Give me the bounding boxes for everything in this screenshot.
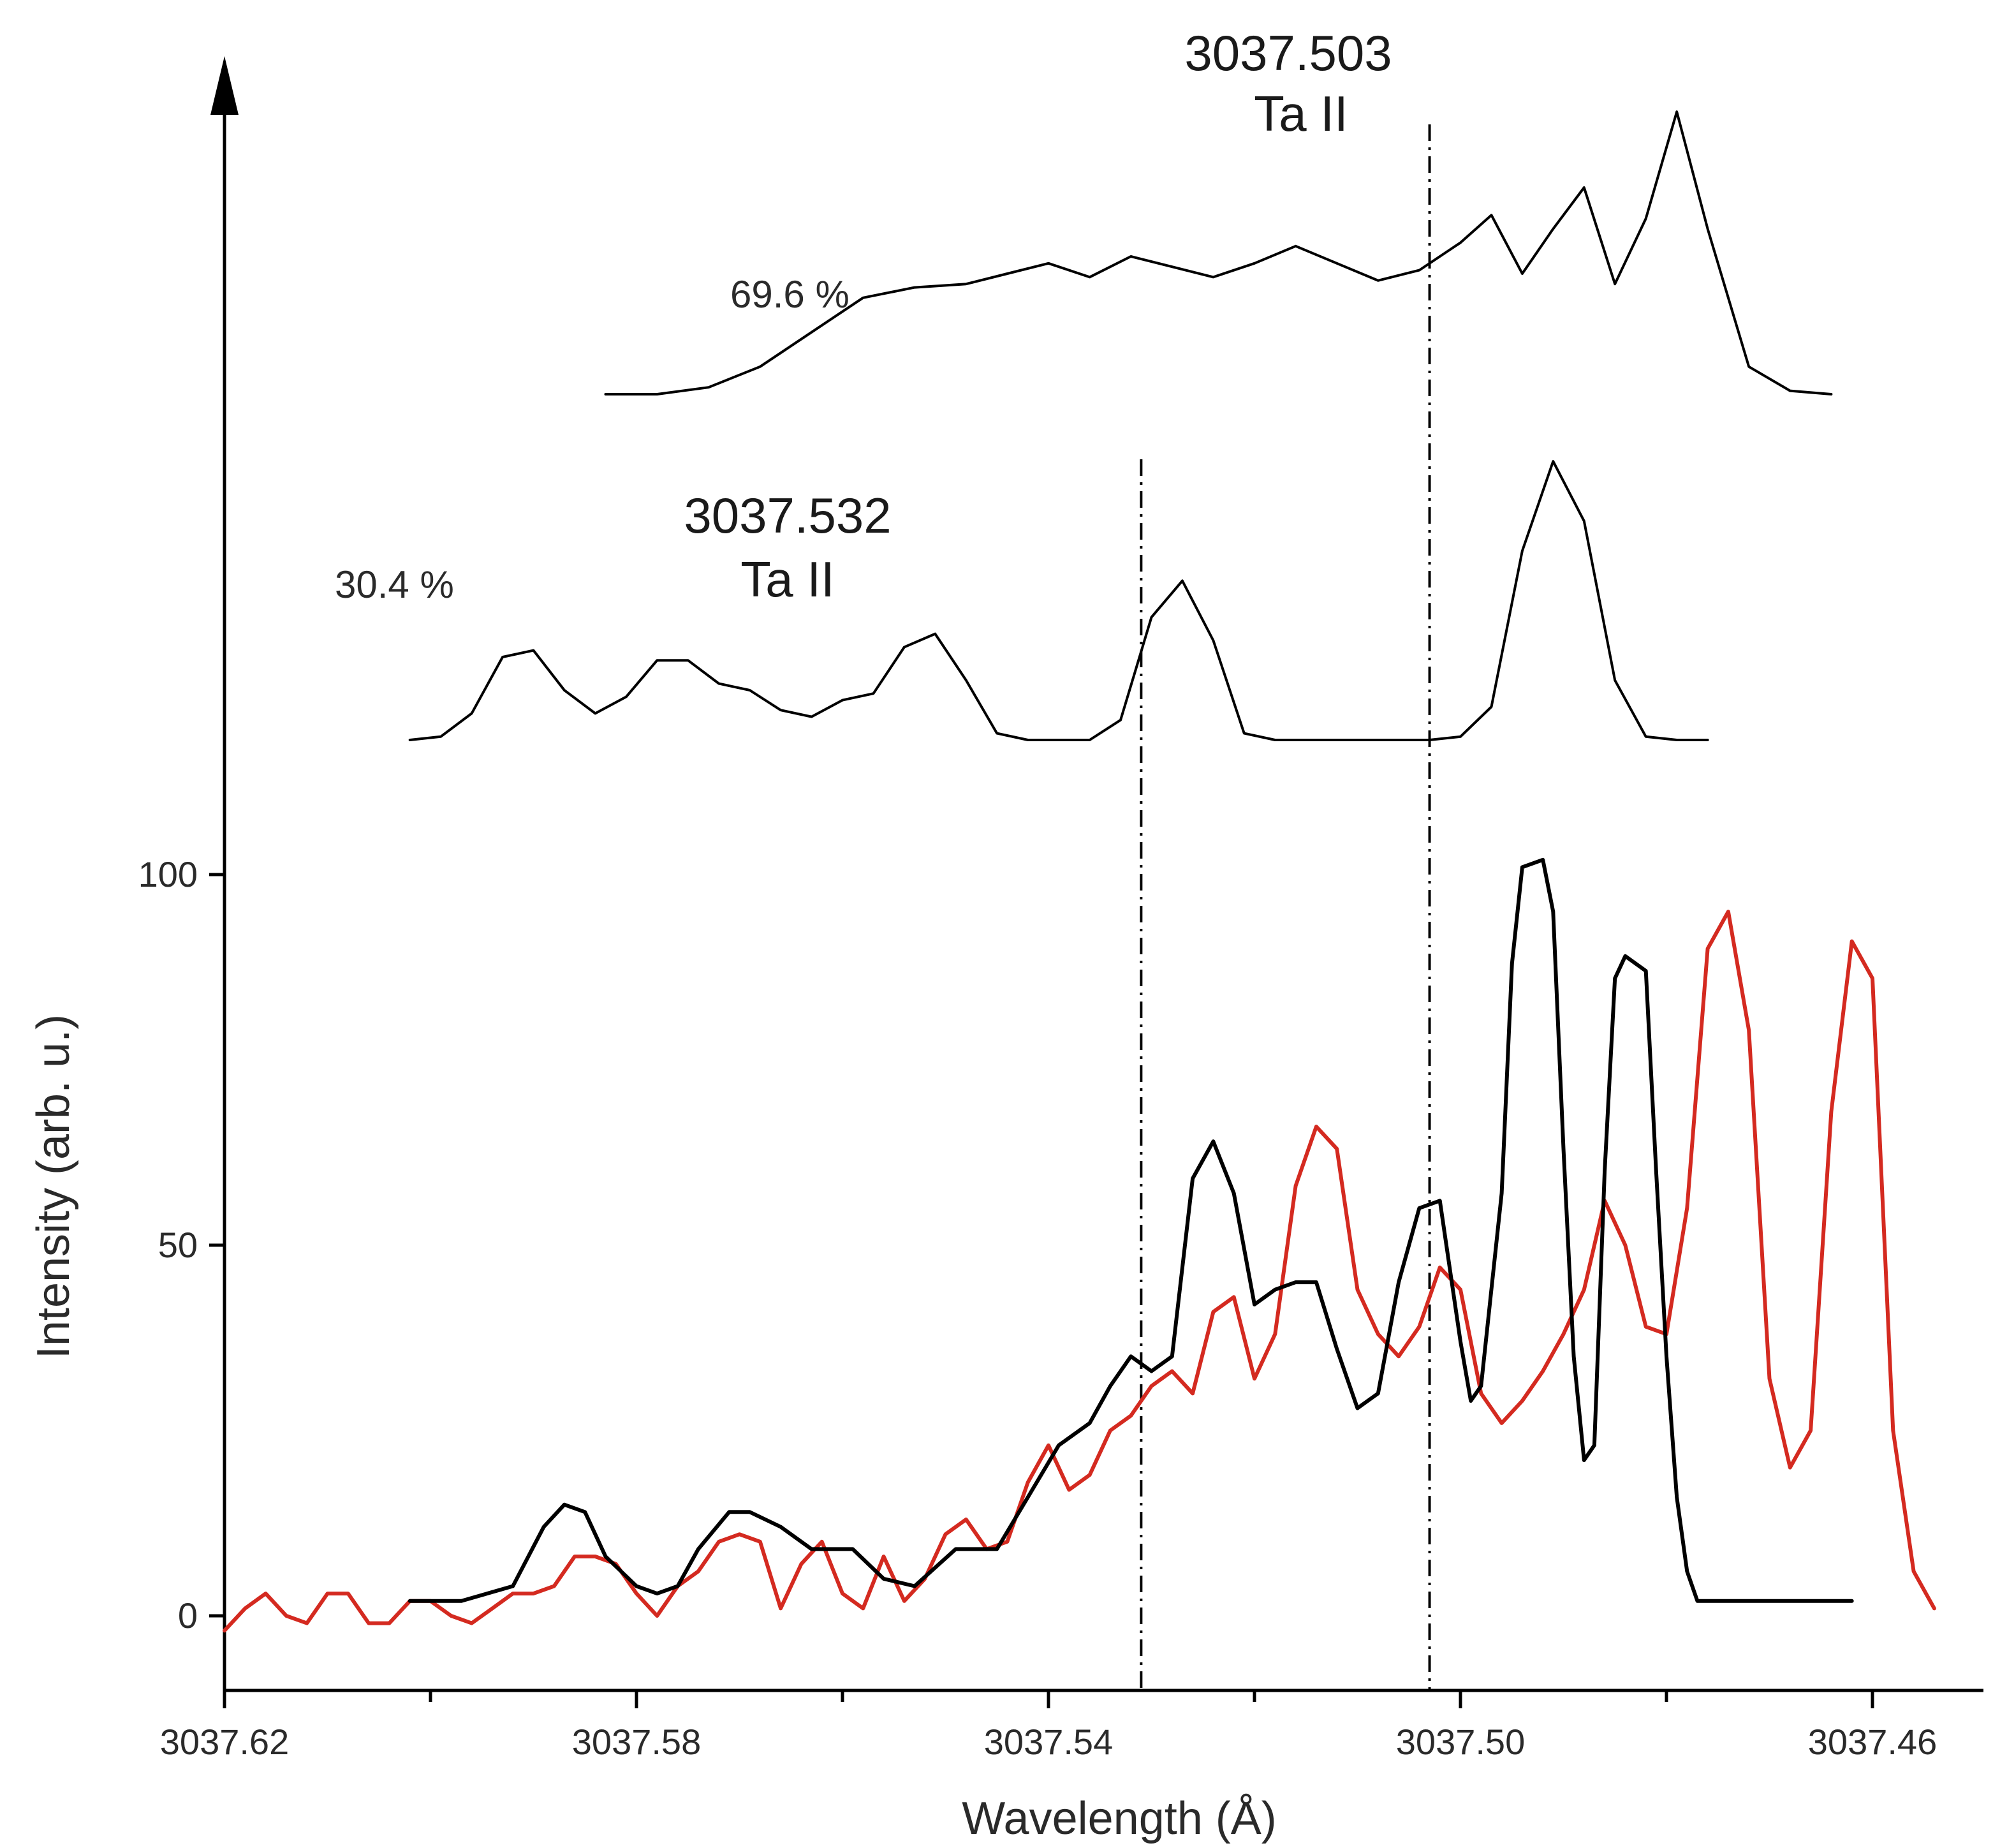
y-tick-label: 0 [178,1595,198,1636]
component-curve-69-6 [606,112,1832,394]
line-label-3037-532-value: 3037.532 [684,487,891,543]
y-tick-label: 50 [158,1225,198,1265]
component-label-69-6: 69.6 % [730,273,849,316]
axes [210,56,1983,1690]
x-tick-label: 3037.58 [572,1722,701,1762]
line-label-3037-503-value: 3037.503 [1184,25,1392,81]
y-tick-group: 0 50 100 [138,854,224,1636]
spectrum-curves [224,860,1934,1630]
x-tick-label: 3037.50 [1396,1722,1525,1762]
x-axis-title: Wavelength (Å) [962,1793,1277,1844]
x-tick-label: 3037.54 [984,1722,1113,1762]
reference-lines [1141,124,1429,1689]
x-tick-group: 3037.62 3037.58 3037.54 3037.50 3037.46 [160,1690,1937,1762]
fit-spectrum-line [410,860,1852,1601]
line-label-3037-532-species: Ta II [740,551,834,607]
x-tick-label: 3037.46 [1808,1722,1937,1762]
spectrum-chart: 3037.62 3037.58 3037.54 3037.50 3037.46 0 50 1… [0,0,1993,1848]
line-label-3037-503-species: Ta II [1254,85,1348,142]
measured-spectrum-line [224,912,1934,1630]
component-curve-30-4 [410,461,1708,740]
component-label-30-4: 30.4 % [335,563,454,606]
y-axis-title: Intensity (arb. u.) [28,1014,79,1359]
y-axis-arrow [210,56,239,115]
x-tick-label: 3037.62 [160,1722,289,1762]
component-curves [410,112,1832,740]
y-tick-label: 100 [138,854,198,894]
